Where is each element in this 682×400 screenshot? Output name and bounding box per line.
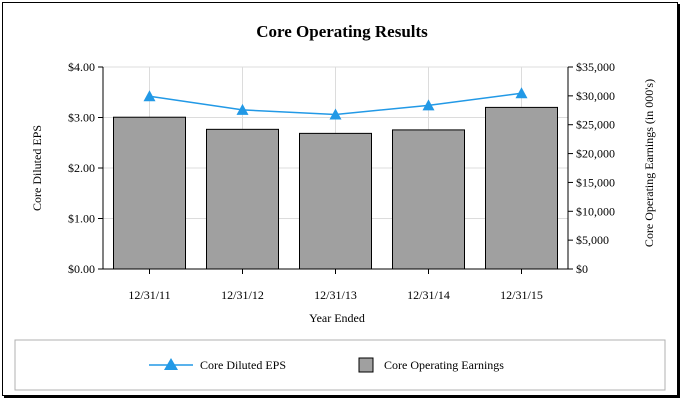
bar: [206, 128, 279, 270]
bar: [485, 106, 558, 270]
y-right-tick-label: $15,000: [576, 175, 615, 189]
y-left-tick-label: $3.00: [68, 111, 95, 125]
chart-svg: Core Operating Results $0.00 $1.00 $2.00 $3…: [14, 22, 666, 391]
x-tick-label: 12/31/12: [221, 288, 264, 302]
y-right-tick-label: $0: [576, 262, 588, 276]
eps-marker-triangle: [236, 103, 249, 115]
chart-frame: Core Operating Results $0.00 $1.00 $2.00 $3…: [2, 2, 678, 396]
legend-box: [14, 339, 666, 391]
legend-label-earnings: Core Operating Earnings: [384, 358, 504, 372]
eps-marker-triangle: [515, 87, 528, 99]
y-right-tick-label: $5,000: [576, 233, 609, 247]
legend-bar-swatch: [358, 357, 374, 373]
legend: Core Diluted EPS Core Operating Earnings: [14, 339, 666, 391]
bar: [113, 116, 186, 270]
x-tick-label: 12/31/13: [314, 288, 357, 302]
y-axis-right-label: Core Operating Earnings (in 000's): [642, 79, 656, 247]
x-axis-ticks: 12/31/11 12/31/12 12/31/13 12/31/14 12/31/15: [128, 269, 543, 302]
legend-triangle-icon: [164, 358, 178, 370]
y-right-tick-label: $35,000: [576, 60, 615, 74]
eps-marker-triangle: [422, 99, 435, 111]
eps-line: [143, 87, 528, 120]
y-right-tick-label: $30,000: [576, 89, 615, 103]
y-left-tick-label: $1.00: [68, 212, 95, 226]
y-axis-left-label: Core Diluted EPS: [30, 125, 44, 211]
y-left-tick-label: $0.00: [68, 262, 95, 276]
x-tick-label: 12/31/15: [500, 288, 543, 302]
left-axis-ticks: $0.00 $1.00 $2.00 $3.00 $4.00: [68, 60, 103, 276]
y-left-tick-label: $4.00: [68, 60, 95, 74]
legend-label-eps: Core Diluted EPS: [200, 358, 286, 372]
x-tick-label: 12/31/11: [128, 288, 170, 302]
eps-marker-triangle: [143, 90, 156, 102]
y-left-tick-label: $2.00: [68, 161, 95, 175]
y-right-tick-label: $20,000: [576, 147, 615, 161]
y-right-tick-label: $25,000: [576, 118, 615, 132]
bar: [299, 132, 372, 270]
x-tick-label: 12/31/14: [407, 288, 450, 302]
y-right-tick-label: $10,000: [576, 204, 615, 218]
bar: [392, 129, 465, 270]
right-axis-ticks: $0 $5,000 $10,000 $15,000 $20,000 $25,000 $30,…: [568, 60, 615, 276]
x-axis-label: Year Ended: [309, 311, 365, 325]
chart-title: Core Operating Results: [256, 22, 428, 41]
eps-marker-triangle: [329, 108, 342, 120]
